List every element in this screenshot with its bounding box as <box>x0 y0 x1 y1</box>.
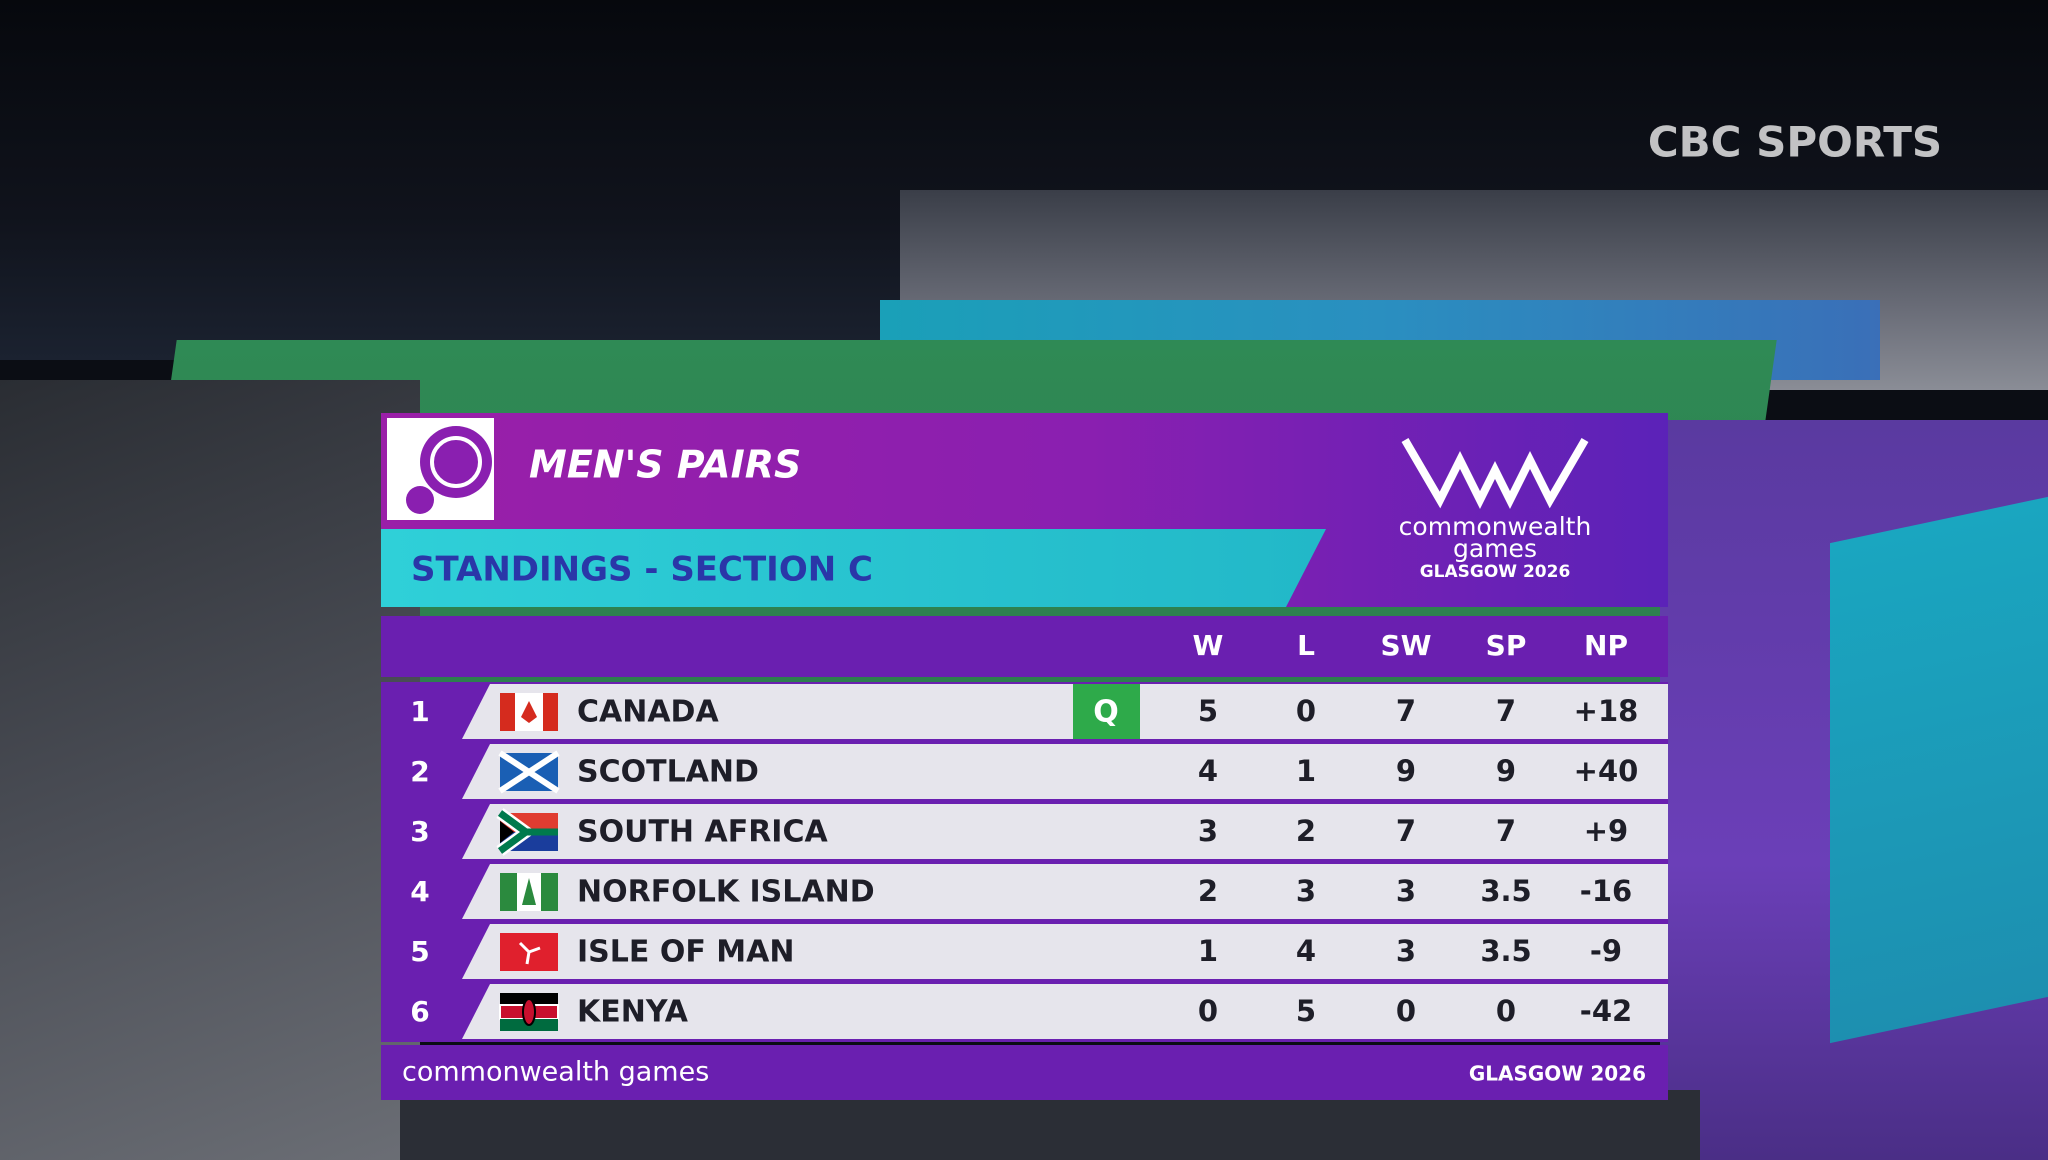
standings-row: 3 SOUTH AFRICA 3 2 7 7 +9 <box>381 802 1668 862</box>
column-header: W <box>1193 629 1224 662</box>
title: MEN'S PAIRS <box>529 443 801 487</box>
stat-value: 0 <box>1296 694 1316 728</box>
qualified-badge <box>1073 684 1140 739</box>
stat-value: -16 <box>1580 874 1632 908</box>
stat-value: 3 <box>1296 874 1316 908</box>
country-name: SCOTLAND <box>577 755 759 790</box>
column-header: L <box>1297 629 1315 662</box>
stat-value: 4 <box>1296 934 1316 968</box>
stat-value: 3.5 <box>1480 934 1531 968</box>
flag-part <box>497 810 558 854</box>
country-name: CANADA <box>577 695 719 730</box>
games-logo-line2: games <box>1453 534 1537 563</box>
standings-row: 1 CANADA Q 5 0 7 7 +18 <box>381 682 1668 742</box>
stat-value: 3 <box>1396 934 1416 968</box>
row-rank: 4 <box>410 875 429 908</box>
jack-icon <box>406 486 434 514</box>
country-name: NORFOLK ISLAND <box>577 875 875 910</box>
row-rank: 2 <box>410 755 429 788</box>
column-header: SP <box>1486 629 1527 662</box>
flag-part <box>543 693 558 731</box>
footer-left: commonwealth games <box>402 1057 709 1088</box>
row-rank: 5 <box>410 935 429 968</box>
stat-value: 7 <box>1396 694 1416 728</box>
qualified-label: Q <box>1093 695 1119 730</box>
stat-value: 3.5 <box>1480 874 1531 908</box>
flag <box>500 873 558 911</box>
flag <box>500 933 558 971</box>
stat-value: 0 <box>1396 994 1416 1028</box>
stat-value: 7 <box>1396 814 1416 848</box>
stat-value: 7 <box>1496 814 1516 848</box>
stat-value: +40 <box>1574 754 1639 788</box>
flag <box>498 750 560 794</box>
stat-value: 0 <box>1198 994 1218 1028</box>
stat-value: 0 <box>1496 994 1516 1028</box>
row-bg <box>462 864 1668 919</box>
standings-row: 2 SCOTLAND 4 1 9 9 +40 <box>381 742 1668 802</box>
country-name: ISLE OF MAN <box>577 935 794 970</box>
stat-value: 4 <box>1198 754 1218 788</box>
stat-value: 3 <box>1198 814 1218 848</box>
flag <box>500 693 558 731</box>
left-walkway <box>0 380 420 1160</box>
flag-part <box>518 941 541 965</box>
standings-rows: 1 CANADA Q 5 0 7 7 +18 2 SCOTLAND 4 1 9 9 +40 3 SOUTH AF… <box>381 682 1668 1042</box>
row-bg <box>462 984 1668 1039</box>
stat-value: 1 <box>1296 754 1316 788</box>
subtitle: STANDINGS - SECTION C <box>411 550 873 590</box>
stat-value: 5 <box>1296 994 1316 1028</box>
flag-part <box>522 878 536 905</box>
stat-value: 3 <box>1396 874 1416 908</box>
flag-part <box>521 701 537 723</box>
row-bg <box>462 744 1668 799</box>
standings-row: 6 KENYA 0 5 0 0 -42 <box>381 982 1668 1042</box>
column-headers: W L SW SP NP <box>1193 629 1628 662</box>
flag-part <box>498 750 560 794</box>
broadcaster-logo: CBC SPORTS <box>1648 118 1942 167</box>
stat-value: -42 <box>1580 994 1632 1028</box>
row-rank: 3 <box>410 815 429 848</box>
games-logo-line3: GLASGOW 2026 <box>1420 562 1571 582</box>
country-name: KENYA <box>577 995 689 1030</box>
row-bg <box>462 804 1668 859</box>
stat-value: -9 <box>1590 934 1622 968</box>
row-bg <box>462 924 1668 979</box>
row-rank: 6 <box>410 995 429 1028</box>
stat-value: 1 <box>1198 934 1218 968</box>
stat-value: +9 <box>1584 814 1628 848</box>
flag <box>499 993 559 1031</box>
flag-part <box>522 998 536 1026</box>
flag <box>496 808 558 856</box>
column-header: SW <box>1380 629 1431 662</box>
stat-value: 9 <box>1496 754 1516 788</box>
bowls-icon-ring <box>430 436 482 488</box>
games-logo-mark <box>1401 437 1589 509</box>
stat-value: +18 <box>1574 694 1639 728</box>
standings-row: 4 NORFOLK ISLAND 2 3 3 3.5 -16 <box>381 862 1668 922</box>
footer-right: GLASGOW 2026 <box>1469 1062 1646 1086</box>
subtitle-bar <box>381 529 1326 607</box>
flag-part <box>500 693 515 731</box>
flag-part <box>500 821 514 843</box>
stat-value: 5 <box>1198 694 1218 728</box>
stat-value: 2 <box>1296 814 1316 848</box>
flag-part <box>500 873 517 911</box>
stat-value: 2 <box>1198 874 1218 908</box>
row-bg <box>462 684 1668 739</box>
games-logo: commonwealth games GLASGOW 2026 <box>1399 437 1592 582</box>
stat-value: 7 <box>1496 694 1516 728</box>
flag-part <box>541 873 558 911</box>
standings-row: 5 ISLE OF MAN 1 4 3 3.5 -9 <box>381 922 1668 982</box>
country-name: SOUTH AFRICA <box>577 815 828 850</box>
bottom-floor <box>400 1090 1700 1160</box>
games-logo-line1: commonwealth <box>1399 512 1592 541</box>
footer-bar <box>381 1045 1668 1100</box>
stat-value: 9 <box>1396 754 1416 788</box>
column-header-bar <box>381 616 1668 677</box>
row-rank: 1 <box>410 695 429 728</box>
column-header: NP <box>1584 629 1628 662</box>
